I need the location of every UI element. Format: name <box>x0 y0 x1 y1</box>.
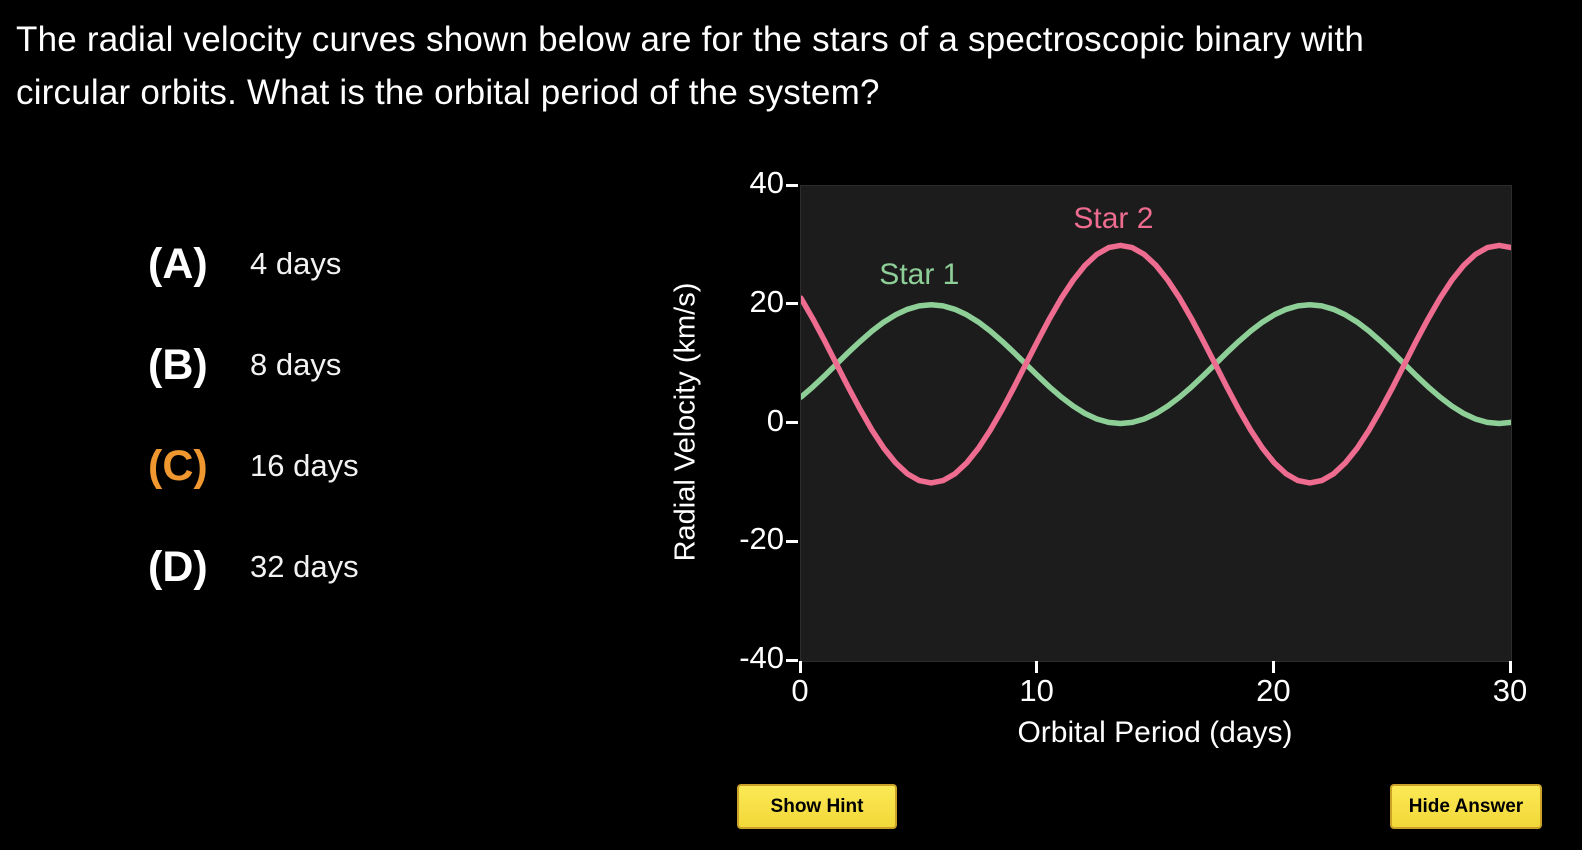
option-b-text: 8 days <box>250 347 342 382</box>
y-tick-mark <box>786 421 798 424</box>
option-a[interactable]: (A) 4 days <box>148 230 359 298</box>
star-2-curve <box>801 242 1511 486</box>
option-b-letter: (B) <box>148 340 208 389</box>
hide-answer-button[interactable]: Hide Answer <box>1390 784 1542 829</box>
rv-curves-svg <box>801 242 1511 486</box>
show-hint-button[interactable]: Show Hint <box>737 784 897 829</box>
x-tick-mark <box>1271 661 1275 673</box>
x-tick-label: 20 <box>1256 673 1291 708</box>
option-c[interactable]: (C) 16 days <box>148 432 359 500</box>
star-1-label: Star 1 <box>879 258 960 292</box>
question-text: The radial velocity curves shown below a… <box>16 20 1364 112</box>
star-2-label: Star 2 <box>1073 201 1154 235</box>
option-c-letter: (C) <box>148 441 208 490</box>
y-tick-label: 20 <box>749 283 784 319</box>
y-tick-mark <box>786 183 798 187</box>
y-tick-label: -20 <box>739 521 784 557</box>
x-tick-label: 30 <box>1492 673 1528 708</box>
option-d-letter: (D) <box>148 542 208 591</box>
x-tick-label: 10 <box>1019 673 1054 708</box>
option-a-text: 4 days <box>250 246 342 281</box>
plot-area: Star 1 Star 2 <box>800 185 1512 662</box>
x-tick-label: 0 <box>791 673 809 708</box>
y-tick-label: 40 <box>749 165 784 200</box>
x-tick-mark <box>798 661 802 673</box>
answer-options: (A) 4 days (B) 8 days (C) 16 days (D) 32… <box>148 230 359 634</box>
y-tick-mark <box>786 539 798 543</box>
option-d-text: 32 days <box>250 549 359 584</box>
star-1-curve <box>801 302 1511 427</box>
y-tick-mark <box>786 658 798 662</box>
y-tick-mark <box>786 302 798 306</box>
y-tick-label: -40 <box>739 640 784 675</box>
x-tick-mark <box>1508 661 1512 673</box>
x-tick-mark <box>1035 661 1039 673</box>
option-c-text: 16 days <box>250 448 359 483</box>
option-b[interactable]: (B) 8 days <box>148 331 359 399</box>
option-a-letter: (A) <box>148 239 208 288</box>
option-d[interactable]: (D) 32 days <box>148 533 359 601</box>
radial-velocity-chart: Radial Velocity (km/s) Star 1 Star 2 Orbi… <box>640 160 1570 810</box>
y-axis-label: Radial Velocity (km/s) <box>669 282 702 562</box>
x-axis-label: Orbital Period (days) <box>1017 716 1293 749</box>
y-tick-label: 0 <box>766 402 784 438</box>
